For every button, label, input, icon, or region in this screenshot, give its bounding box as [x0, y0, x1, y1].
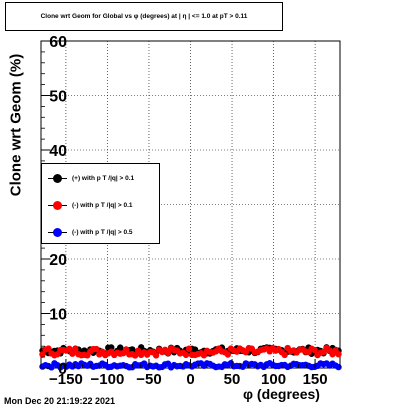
y-axis-label: Clone wrt Geom (%) [7, 53, 25, 197]
data-point [131, 352, 139, 359]
data-point [281, 351, 288, 359]
data-point [66, 345, 73, 353]
data-point [39, 351, 46, 358]
data-point [182, 351, 190, 359]
legend-marker [53, 228, 62, 237]
series-1 [39, 344, 342, 359]
data-point [224, 351, 232, 358]
legend-marker [53, 174, 62, 183]
legend: (+) with p T /|q| > 0.1 (-) with p T /|q… [41, 163, 160, 244]
y-tick-label: 0 [58, 361, 67, 378]
y-tick-label: 50 [49, 89, 67, 106]
data-point [311, 346, 318, 354]
y-tick-label: 60 [49, 34, 67, 51]
legend-label: (+) with p T /|q| > 0.1 [72, 175, 135, 182]
data-point [117, 344, 124, 351]
legend-label: (-) with p T /|q| > 0.5 [72, 229, 133, 236]
data-point [72, 345, 79, 353]
chart-title: Clone wrt Geom for Global vs φ (degrees)… [5, 2, 283, 31]
x-tick-label: 0 [186, 371, 194, 388]
x-tick-label: −150 [49, 371, 83, 388]
chart-title-text: Clone wrt Geom for Global vs φ (degrees)… [40, 13, 248, 20]
axes: −150−100−500501001500102030405060 [40, 34, 341, 388]
legend-marker [53, 201, 62, 210]
data-point [45, 345, 52, 352]
data-point [335, 350, 342, 358]
data-points [39, 344, 342, 371]
y-tick-label: 10 [49, 307, 67, 324]
y-tick-label: 20 [49, 252, 67, 269]
data-point [93, 345, 100, 353]
data-point [185, 345, 193, 352]
data-point [152, 352, 160, 359]
data-point [69, 350, 76, 357]
data-point [164, 349, 172, 357]
x-tick-label: −100 [91, 371, 125, 388]
x-tick-label: 50 [224, 371, 241, 388]
x-axis-label: φ (degrees) [243, 386, 320, 402]
x-tick-label: 150 [303, 371, 328, 388]
data-point [335, 363, 342, 371]
x-tick-label: 100 [261, 371, 286, 388]
y-tick-label: 40 [49, 143, 67, 160]
grid [41, 41, 340, 368]
legend-label: (-) with p T /|q| > 0.1 [72, 202, 133, 209]
timestamp: Mon Dec 20 21:19:22 2021 [4, 396, 116, 406]
data-point [123, 346, 130, 353]
x-tick-label: −50 [136, 371, 161, 388]
